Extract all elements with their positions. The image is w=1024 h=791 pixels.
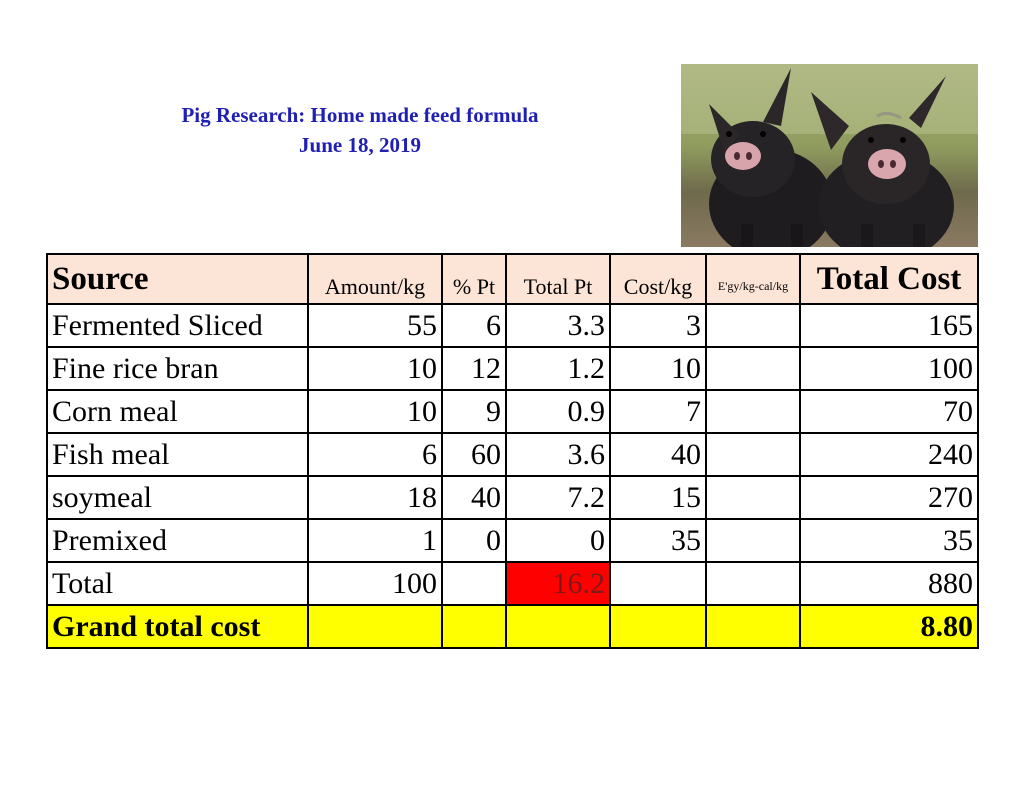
total-cost-sum: 880 xyxy=(799,561,979,606)
total-row: Total 100 16.2 880 xyxy=(46,561,979,606)
header-cost-kg: Cost/kg xyxy=(609,253,707,305)
amount-cell: 18 xyxy=(307,475,443,520)
energy-cell xyxy=(705,389,801,434)
source-cell: Premixed xyxy=(46,518,309,563)
total-pct-pt xyxy=(441,561,507,606)
energy-cell xyxy=(705,303,801,348)
pigs-photo xyxy=(681,64,978,247)
total-cost-cell: 270 xyxy=(799,475,979,520)
pct-pt-cell: 9 xyxy=(441,389,507,434)
total-pt-cell: 0.9 xyxy=(505,389,611,434)
energy-cell xyxy=(705,432,801,477)
source-cell: soymeal xyxy=(46,475,309,520)
total-energy xyxy=(705,561,801,606)
energy-cell xyxy=(705,518,801,563)
page-title: Pig Research: Home made feed formula xyxy=(181,103,539,127)
table-row: Premixed 1 0 0 35 35 xyxy=(46,518,979,563)
total-cost-cell: 240 xyxy=(799,432,979,477)
cost-kg-cell: 40 xyxy=(609,432,707,477)
table-row: Fermented Sliced 55 6 3.3 3 165 xyxy=(46,303,979,348)
energy-cell xyxy=(705,475,801,520)
cost-kg-cell: 15 xyxy=(609,475,707,520)
page-date: June 18, 2019 xyxy=(299,133,421,157)
pct-pt-cell: 0 xyxy=(441,518,507,563)
source-cell: Fish meal xyxy=(46,432,309,477)
pct-pt-cell: 6 xyxy=(441,303,507,348)
cost-kg-cell: 3 xyxy=(609,303,707,348)
grand-empty-cell xyxy=(609,604,707,649)
pct-pt-cell: 12 xyxy=(441,346,507,391)
total-amount: 100 xyxy=(307,561,443,606)
cost-kg-cell: 7 xyxy=(609,389,707,434)
amount-cell: 10 xyxy=(307,346,443,391)
header-total-pt: Total Pt xyxy=(505,253,611,305)
total-pt-cell: 1.2 xyxy=(505,346,611,391)
total-cost-cell: 35 xyxy=(799,518,979,563)
header-row: Source Amount/kg % Pt Total Pt Cost/kg E… xyxy=(46,253,979,305)
grand-total-label: Grand total cost xyxy=(46,604,309,649)
total-cost-cell: 165 xyxy=(799,303,979,348)
table-row: Fish meal 6 60 3.6 40 240 xyxy=(46,432,979,477)
table-row: soymeal 18 40 7.2 15 270 xyxy=(46,475,979,520)
total-cost-kg xyxy=(609,561,707,606)
grand-empty-cell xyxy=(705,604,801,649)
amount-cell: 10 xyxy=(307,389,443,434)
source-cell: Fermented Sliced xyxy=(46,303,309,348)
amount-cell: 6 xyxy=(307,432,443,477)
header-total-cost: Total Cost xyxy=(799,253,979,305)
amount-cell: 1 xyxy=(307,518,443,563)
pct-pt-cell: 60 xyxy=(441,432,507,477)
total-label: Total xyxy=(46,561,309,606)
table-row: Fine rice bran 10 12 1.2 10 100 xyxy=(46,346,979,391)
total-pt-cell: 3.3 xyxy=(505,303,611,348)
header-source: Source xyxy=(46,253,309,305)
grand-empty-cell xyxy=(505,604,611,649)
total-protein-highlight: 16.2 xyxy=(505,561,611,606)
table-row: Corn meal 10 9 0.9 7 70 xyxy=(46,389,979,434)
total-pt-cell: 3.6 xyxy=(505,432,611,477)
amount-cell: 55 xyxy=(307,303,443,348)
source-cell: Corn meal xyxy=(46,389,309,434)
grand-total-row: Grand total cost 8.80 xyxy=(46,604,979,649)
cost-kg-cell: 35 xyxy=(609,518,707,563)
total-pt-cell: 0 xyxy=(505,518,611,563)
pct-pt-cell: 40 xyxy=(441,475,507,520)
total-cost-cell: 100 xyxy=(799,346,979,391)
feed-formula-table: Source Amount/kg % Pt Total Pt Cost/kg E… xyxy=(46,253,979,649)
header-energy: E'gy/kg-cal/kg xyxy=(705,253,801,305)
total-pt-cell: 7.2 xyxy=(505,475,611,520)
grand-empty-cell xyxy=(441,604,507,649)
title-block: Pig Research: Home made feed formula Jun… xyxy=(110,100,610,160)
header-pct-pt: % Pt xyxy=(441,253,507,305)
header-amount: Amount/kg xyxy=(307,253,443,305)
total-cost-cell: 70 xyxy=(799,389,979,434)
grand-total-value: 8.80 xyxy=(799,604,979,649)
source-cell: Fine rice bran xyxy=(46,346,309,391)
cost-kg-cell: 10 xyxy=(609,346,707,391)
grand-empty-cell xyxy=(307,604,443,649)
energy-cell xyxy=(705,346,801,391)
